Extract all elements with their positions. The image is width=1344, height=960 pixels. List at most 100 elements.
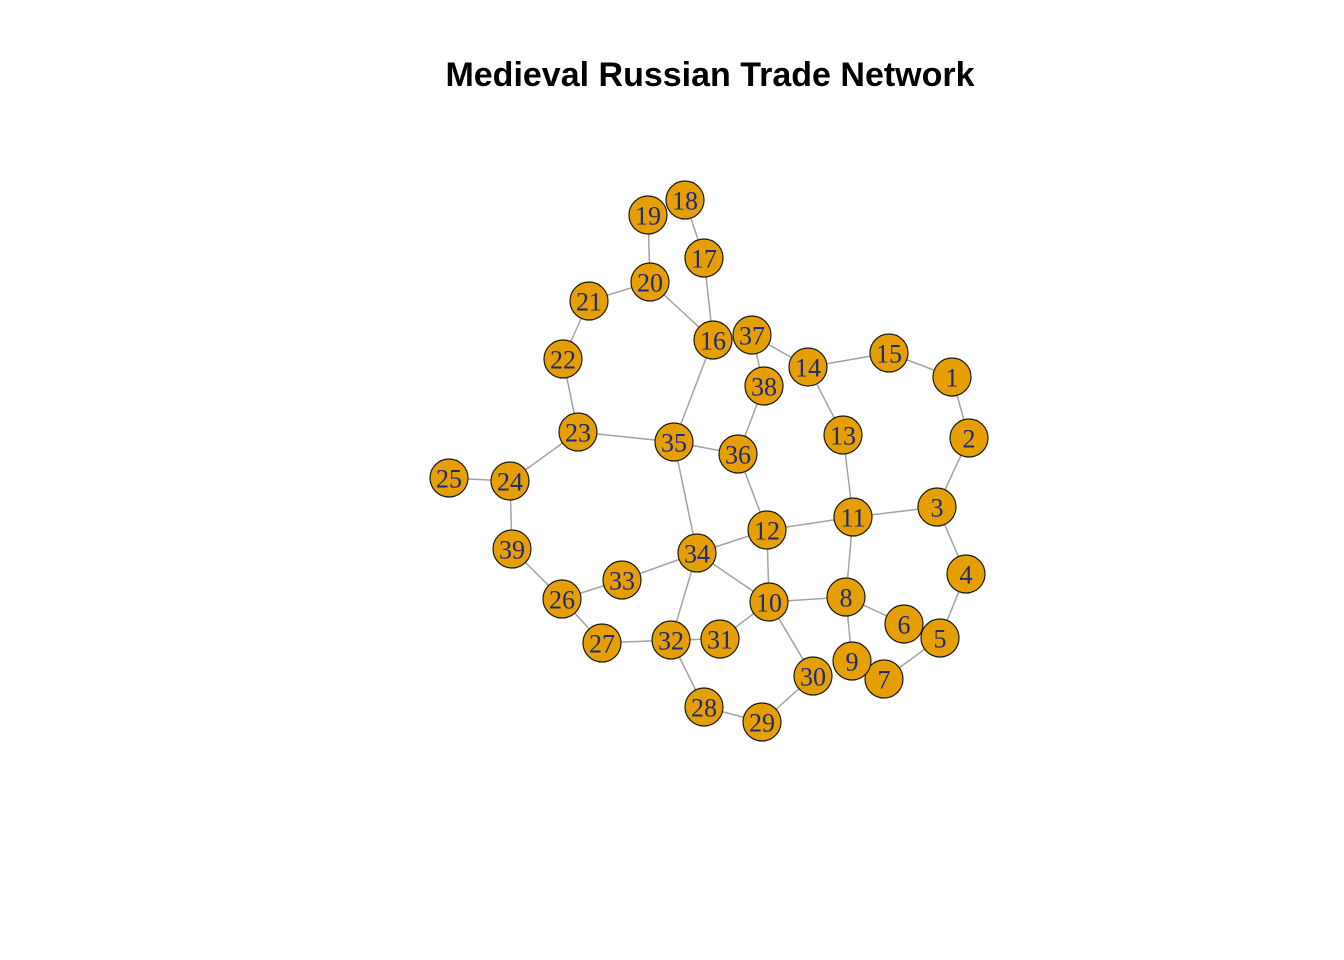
node-29: 29 <box>742 702 782 742</box>
node-label: 5 <box>934 625 947 654</box>
node-circle <box>429 458 469 498</box>
node-circle <box>651 620 691 660</box>
node-label: 24 <box>497 468 523 497</box>
node-33: 33 <box>602 560 642 600</box>
node-circle <box>602 560 642 600</box>
node-label: 1 <box>946 364 959 393</box>
node-circle <box>677 533 717 573</box>
node-label: 14 <box>795 354 821 383</box>
node-circle <box>949 418 989 458</box>
node-circle <box>742 702 782 742</box>
node-label: 29 <box>749 709 775 738</box>
node-label: 7 <box>878 666 891 695</box>
node-label: 39 <box>499 536 525 565</box>
node-circle <box>700 619 740 659</box>
node-circle <box>582 623 622 663</box>
node-label: 23 <box>565 419 591 448</box>
node-label: 8 <box>840 584 853 613</box>
node-label: 3 <box>931 494 944 523</box>
node-1: 1 <box>932 357 972 397</box>
node-circle <box>833 497 873 537</box>
node-circle <box>718 434 758 474</box>
node-label: 21 <box>576 288 602 317</box>
node-24: 24 <box>490 461 530 501</box>
node-10: 10 <box>749 582 789 622</box>
node-circle <box>749 582 789 622</box>
node-27: 27 <box>582 623 622 663</box>
node-13: 13 <box>823 415 863 455</box>
node-6: 6 <box>884 604 924 644</box>
node-label: 11 <box>840 504 865 533</box>
node-circle <box>490 461 530 501</box>
node-label: 9 <box>846 648 859 677</box>
node-15: 15 <box>869 333 909 373</box>
node-circle <box>542 579 582 619</box>
node-36: 36 <box>718 434 758 474</box>
node-circle <box>543 339 583 379</box>
node-31: 31 <box>700 619 740 659</box>
node-label: 10 <box>756 589 782 618</box>
node-label: 19 <box>635 202 661 231</box>
node-circle <box>665 180 705 220</box>
node-label: 6 <box>898 611 911 640</box>
node-circle <box>917 487 957 527</box>
node-5: 5 <box>920 618 960 658</box>
node-label: 16 <box>700 327 726 356</box>
node-30: 30 <box>793 656 833 696</box>
node-circle <box>864 659 904 699</box>
node-14: 14 <box>788 347 828 387</box>
node-16: 16 <box>693 320 733 360</box>
node-circle <box>869 333 909 373</box>
node-label: 2 <box>963 425 976 454</box>
node-label: 20 <box>637 269 663 298</box>
node-label: 33 <box>609 567 635 596</box>
node-circle <box>744 366 784 406</box>
node-37: 37 <box>732 315 772 355</box>
node-circle <box>884 604 924 644</box>
node-circle <box>920 618 960 658</box>
node-circle <box>654 422 694 462</box>
node-label: 12 <box>754 517 780 546</box>
node-circle <box>832 641 872 681</box>
node-8: 8 <box>826 577 866 617</box>
node-26: 26 <box>542 579 582 619</box>
node-label: 25 <box>436 465 462 494</box>
node-circle <box>747 510 787 550</box>
node-circle <box>684 687 724 727</box>
node-34: 34 <box>677 533 717 573</box>
node-circle <box>946 554 986 594</box>
node-label: 31 <box>707 626 733 655</box>
node-circle <box>732 315 772 355</box>
node-label: 35 <box>661 429 687 458</box>
node-label: 17 <box>691 245 717 274</box>
node-38: 38 <box>744 366 784 406</box>
node-circle <box>823 415 863 455</box>
node-label: 15 <box>876 340 902 369</box>
node-18: 18 <box>665 180 705 220</box>
node-28: 28 <box>684 687 724 727</box>
node-circle <box>558 412 598 452</box>
node-label: 28 <box>691 694 717 723</box>
node-9: 9 <box>832 641 872 681</box>
node-7: 7 <box>864 659 904 699</box>
node-22: 22 <box>543 339 583 379</box>
node-circle <box>693 320 733 360</box>
node-circle <box>630 262 670 302</box>
node-12: 12 <box>747 510 787 550</box>
node-circle <box>569 281 609 321</box>
node-label: 13 <box>830 422 856 451</box>
node-label: 4 <box>960 561 973 590</box>
node-11: 11 <box>833 497 873 537</box>
node-label: 27 <box>589 630 615 659</box>
node-circle <box>628 195 668 235</box>
node-label: 34 <box>684 540 710 569</box>
node-circle <box>932 357 972 397</box>
node-23: 23 <box>558 412 598 452</box>
node-label: 38 <box>751 373 777 402</box>
node-17: 17 <box>684 238 724 278</box>
node-label: 37 <box>739 322 765 351</box>
node-19: 19 <box>628 195 668 235</box>
node-32: 32 <box>651 620 691 660</box>
node-circle <box>492 529 532 569</box>
node-label: 18 <box>672 187 698 216</box>
